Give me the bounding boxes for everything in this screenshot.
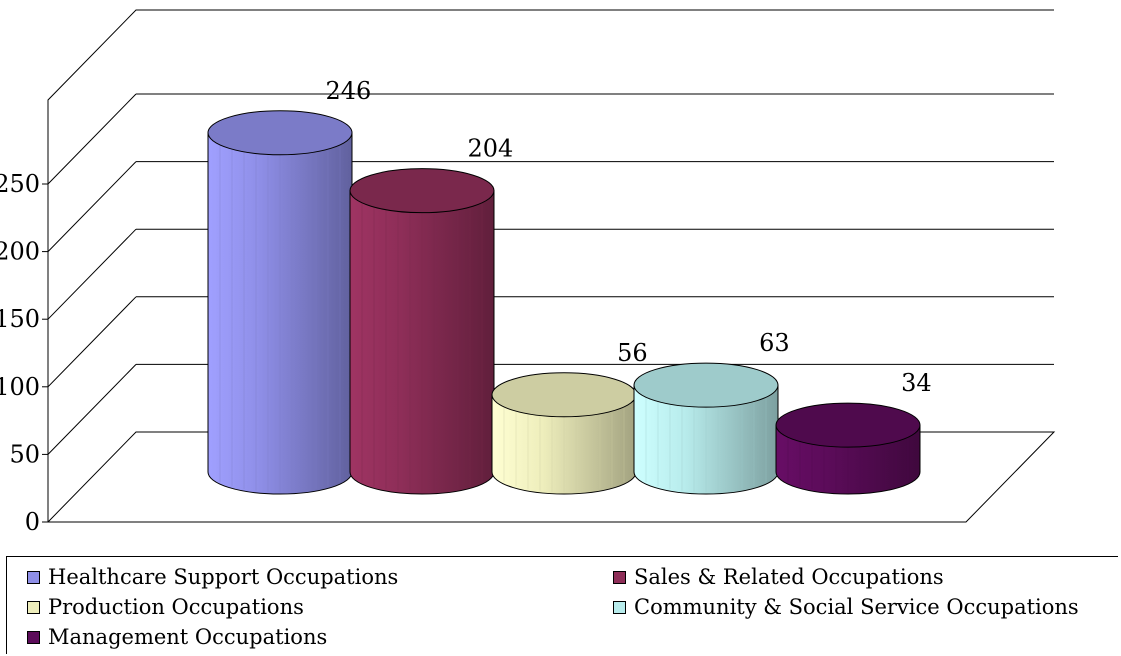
gridline-diagonal [47,228,137,320]
gridline-diagonal [47,161,137,252]
data-labels: 246 204 56 63 34 [325,77,931,397]
bar-top [633,362,779,408]
gridline-diagonal [47,93,137,185]
bar-cylinder [349,168,495,495]
y-tick-label: 150 [0,305,40,333]
legend-swatch-community [613,600,626,614]
legend-swatch-healthcare [27,570,40,584]
bar-body [207,132,353,495]
bar-body [633,384,779,495]
bar-cylinder [207,110,353,495]
bar-top [775,402,921,448]
y-tick-label: 0 [25,508,40,536]
gridline-diagonal [47,296,137,388]
bar-body [491,394,637,495]
legend-swatch-production [27,600,40,614]
legend-item-healthcare: Healthcare Support Occupations [27,565,398,589]
bars [207,110,921,495]
legend-item-production: Production Occupations [27,595,304,619]
legend-item-management: Management Occupations [27,625,327,649]
bar-cylinder [491,372,637,495]
legend-item-sales: Sales & Related Occupations [613,565,944,589]
bar-top [491,372,637,418]
bar-chart: 0 50 100 150 200 250 246 204 56 63 34 [0,9,1056,536]
side-wall-outline [47,9,1054,522]
bar-cylinder [775,402,921,495]
data-label: 204 [467,135,513,163]
data-label: 63 [759,329,790,357]
legend-swatch-management [27,630,40,644]
gridline-diagonal [47,364,137,455]
legend-label-sales: Sales & Related Occupations [634,565,944,589]
bar-body [349,190,495,495]
legend-swatch-sales [613,570,626,584]
legend: Healthcare Support Occupations Sales & R… [6,556,1118,654]
y-tick-label: 200 [0,238,40,266]
legend-label-production: Production Occupations [48,595,304,619]
floor-outline [46,431,1056,523]
y-tick-label: 250 [0,170,40,198]
bar-top [207,110,353,156]
y-axis-ticks: 0 50 100 150 200 250 [0,170,48,536]
y-tick-label: 100 [0,373,40,401]
legend-item-community: Community & Social Service Occupations [613,595,1079,619]
bar-top [349,168,495,214]
y-tick-label: 50 [9,440,40,468]
bar-cylinder [633,362,779,495]
legend-label-management: Management Occupations [48,625,328,649]
data-label: 246 [325,77,371,105]
data-label: 34 [901,369,932,397]
legend-label-community: Community & Social Service Occupations [634,595,1079,619]
data-label: 56 [617,339,648,367]
legend-label-healthcare: Healthcare Support Occupations [48,565,399,589]
